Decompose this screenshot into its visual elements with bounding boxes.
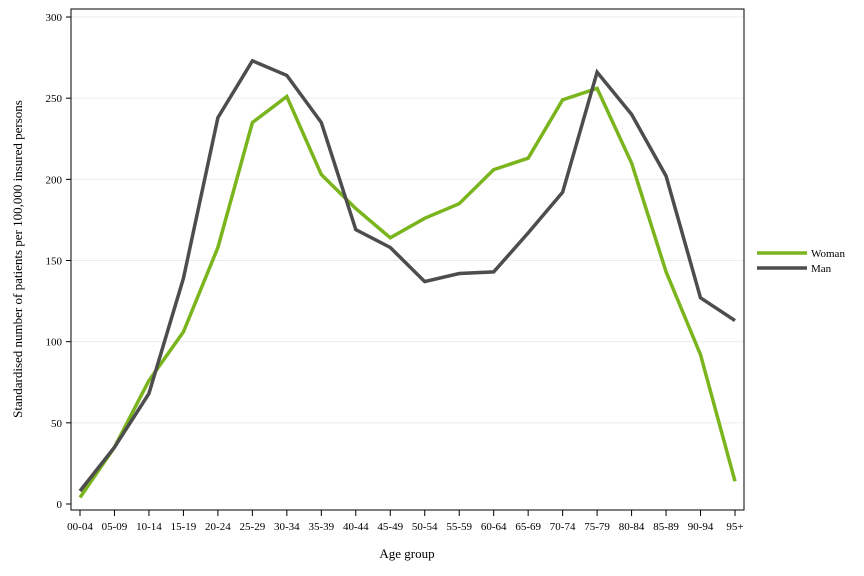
x-tick-label: 70-74 (550, 521, 576, 533)
x-tick-label: 20-24 (205, 521, 231, 533)
legend: Woman Man (757, 248, 845, 275)
y-tick-label: 50 (51, 418, 63, 430)
series-line-man (78, 58, 736, 493)
x-tick-label: 10-14 (136, 521, 162, 533)
x-tick-label: 90-94 (688, 521, 714, 533)
y-axis-label: Standardised number of patients per 100,… (10, 100, 25, 418)
x-tick-label: 35-39 (308, 521, 334, 533)
x-tick-label: 95+ (726, 521, 743, 533)
series-lines (78, 58, 737, 499)
legend-label-woman: Woman (811, 248, 845, 260)
y-tick-label: 100 (46, 337, 63, 349)
x-tick-label: 80-84 (619, 521, 645, 533)
y-tick-label: 200 (46, 174, 63, 186)
series-line-woman (78, 86, 737, 499)
x-tick-label: 30-34 (274, 521, 300, 533)
legend-label-man: Man (811, 263, 832, 275)
y-tick-label: 0 (57, 499, 63, 511)
x-tick-label: 25-29 (240, 521, 266, 533)
x-tick-label: 45-49 (377, 521, 403, 533)
y-tick-label: 250 (46, 93, 63, 105)
x-tick-label: 05-09 (102, 521, 128, 533)
x-tick-label: 50-54 (412, 521, 438, 533)
x-tick-label: 00-04 (67, 521, 93, 533)
x-tick-label: 15-19 (171, 521, 197, 533)
x-tick-label: 75-79 (584, 521, 610, 533)
x-tick-label: 55-59 (446, 521, 472, 533)
x-tick-label: 65-69 (515, 521, 541, 533)
y-tick-label: 150 (46, 256, 63, 268)
gridlines (71, 16, 744, 424)
x-axis-label: Age group (379, 546, 434, 561)
y-tick-label: 300 (46, 12, 63, 24)
x-tick-label: 60-64 (481, 521, 507, 533)
axes: 0 50 100 150 200 250 300 00-04 05-09 10-14 15-19 20… (46, 12, 744, 533)
plot-frame (70, 8, 745, 511)
x-tick-label: 85-89 (653, 521, 679, 533)
x-tick-label: 40-44 (343, 521, 369, 533)
